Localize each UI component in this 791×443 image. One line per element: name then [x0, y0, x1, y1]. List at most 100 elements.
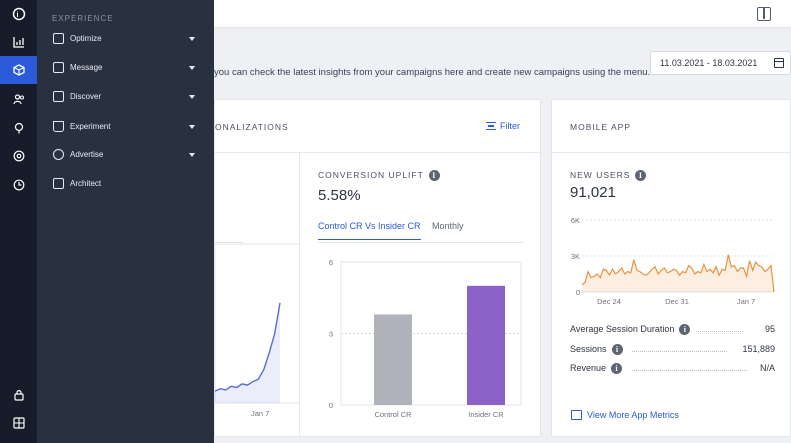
tab-control-vs-insider[interactable]: Control CR Vs Insider CR	[318, 221, 421, 240]
metrics-link-icon	[571, 410, 582, 420]
menu-item-architect[interactable]: Architect	[37, 173, 214, 195]
discover-icon	[53, 91, 64, 102]
info-icon[interactable]: i	[611, 344, 623, 356]
experience-menu: EXPERIENCE Optimize Message Discover Exp…	[37, 0, 214, 443]
analytics-icon[interactable]	[0, 28, 37, 56]
new-users-area-chart: 0 3K 6K Dec 24 Dec 31 Jan 7	[571, 216, 775, 306]
menu-item-label: Message	[70, 63, 103, 72]
menu-item-label: Discover	[70, 92, 102, 101]
filter-icon	[486, 122, 496, 130]
stat-value: N/A	[759, 363, 775, 373]
menu-item-optimize[interactable]: Optimize	[37, 28, 214, 50]
welcome-text: you can check the latest insights from y…	[214, 67, 651, 78]
filter-button[interactable]: Filter	[486, 121, 520, 131]
chevron-down-icon[interactable]	[189, 125, 195, 129]
y-tick-label: 3	[329, 330, 333, 339]
y-tick-label: 3K	[571, 252, 580, 261]
filter-label: Filter	[500, 121, 520, 131]
stat-dots	[632, 351, 727, 352]
series-line	[581, 254, 775, 293]
x-tick-label: Jan 7	[251, 409, 269, 418]
chevron-down-icon[interactable]	[189, 95, 195, 99]
card-divider	[552, 152, 790, 153]
info-icon[interactable]: i	[635, 170, 647, 182]
stat-value: 95	[764, 324, 775, 334]
stat-value: 151,889	[742, 344, 775, 354]
audience-icon[interactable]	[0, 85, 37, 113]
menu-item-label: Experiment	[70, 122, 111, 131]
stat-row-avg-session: Average Session Duration i 95	[570, 324, 775, 336]
menu-item-advertise[interactable]: Advertise	[37, 144, 214, 166]
view-more-label: View More App Metrics	[587, 410, 679, 420]
calendar-icon	[774, 58, 784, 68]
stat-label: Sessions	[570, 344, 607, 354]
area-fill	[215, 302, 280, 403]
apps-grid-icon[interactable]	[0, 409, 37, 437]
lock-icon[interactable]	[0, 381, 37, 409]
advertise-icon	[53, 149, 64, 160]
impressions-area-chart: Jan 7	[215, 243, 299, 418]
card-divider-vertical	[299, 152, 300, 436]
personalizations-card: ONALIZATIONS Filter Jan 7 CONVERSION UPL…	[214, 99, 541, 437]
info-icon[interactable]: i	[428, 170, 440, 182]
menu-item-experiment[interactable]: Experiment	[37, 116, 214, 138]
new-users-label: NEW USERS i	[570, 170, 647, 182]
architect-icon	[53, 178, 64, 189]
conversion-tabs: Control CR Vs Insider CR Monthly	[318, 218, 523, 243]
menu-item-discover[interactable]: Discover	[37, 86, 214, 108]
menu-item-label: Advertise	[70, 150, 104, 159]
info-icon[interactable]: i	[611, 363, 623, 375]
view-more-app-metrics-link[interactable]: View More App Metrics	[571, 410, 679, 420]
x-tick-label: Insider CR	[468, 410, 504, 419]
menu-item-label: Optimize	[70, 34, 102, 43]
chevron-down-icon[interactable]	[189, 66, 195, 70]
new-users-label-text: NEW USERS	[570, 170, 631, 180]
y-tick-label: 6	[329, 258, 333, 267]
chevron-down-icon[interactable]	[189, 153, 195, 157]
y-tick-label: 6K	[571, 216, 580, 225]
panel-toggle-icon[interactable]	[757, 7, 771, 21]
menu-item-label: Architect	[70, 179, 102, 188]
stat-row-sessions: Sessions i 151,889	[570, 344, 775, 356]
integration-icon[interactable]	[0, 142, 37, 170]
bar	[374, 314, 412, 405]
svg-text:i: i	[16, 12, 18, 19]
date-range-value: 11.03.2021 - 18.03.2021	[660, 58, 758, 68]
date-range-picker[interactable]: 11.03.2021 - 18.03.2021	[650, 51, 791, 75]
stat-dots	[696, 331, 743, 332]
icon-rail: i	[0, 0, 37, 443]
dashboard-icon[interactable]	[0, 171, 37, 199]
x-tick-label: Jan 7	[737, 297, 755, 306]
bar	[467, 285, 505, 405]
conversion-uplift-label: CONVERSION UPLIFT i	[318, 170, 440, 182]
insider-logo-icon[interactable]: i	[0, 0, 37, 28]
chart-gridline	[215, 242, 243, 243]
card-divider	[215, 152, 540, 153]
mobile-app-card: MOBILE APP NEW USERS i 91,021 0 3K 6K Dec 24…	[551, 99, 791, 437]
x-tick-label: Dec 31	[665, 297, 689, 306]
optimize-icon	[53, 33, 64, 44]
flask-icon	[53, 121, 64, 132]
conversion-uplift-label-text: CONVERSION UPLIFT	[318, 170, 424, 180]
conversion-uplift-value: 5.58%	[318, 187, 361, 204]
personalizations-title: ONALIZATIONS	[215, 122, 289, 132]
mobile-app-title: MOBILE APP	[570, 122, 632, 132]
menu-item-message[interactable]: Message	[37, 57, 214, 79]
new-users-value: 91,021	[570, 184, 616, 201]
menu-header: EXPERIENCE	[52, 14, 114, 23]
stat-label: Revenue	[570, 363, 607, 373]
x-tick-label: Dec 24	[597, 297, 621, 306]
conversion-bar-chart: 0 3 6 Control CR Insider CR	[329, 258, 522, 419]
chevron-down-icon[interactable]	[189, 37, 195, 41]
message-icon	[53, 62, 64, 73]
series-line	[215, 302, 281, 392]
tab-monthly[interactable]: Monthly	[432, 221, 464, 231]
idea-icon[interactable]	[0, 114, 37, 142]
y-tick-label: 0	[329, 401, 333, 410]
stat-dots	[632, 370, 747, 371]
info-icon[interactable]: i	[679, 324, 691, 336]
experience-icon[interactable]	[0, 56, 37, 84]
stat-label: Average Session Duration	[570, 324, 675, 334]
y-tick-label: 0	[576, 288, 580, 297]
x-tick-label: Control CR	[374, 410, 412, 419]
